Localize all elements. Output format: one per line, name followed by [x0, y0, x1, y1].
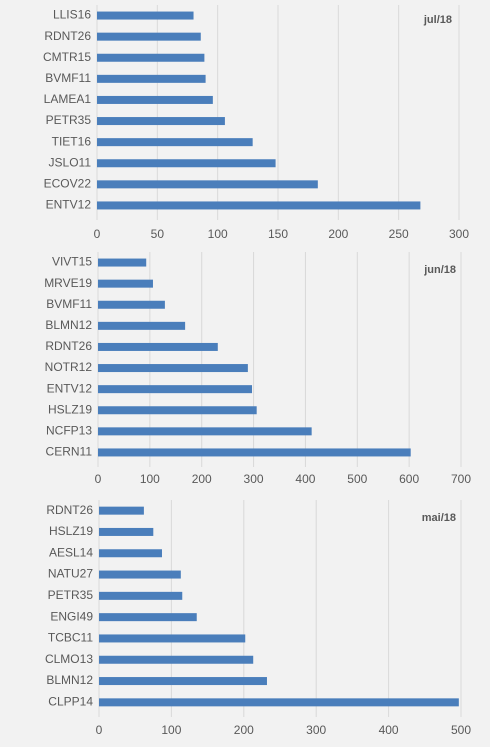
bar: [99, 655, 254, 664]
bar: [99, 698, 459, 707]
y-tick-label: BLMN12: [45, 318, 92, 332]
y-tick-label: NCFP13: [46, 424, 92, 438]
bar: [97, 53, 205, 62]
bar: [99, 591, 183, 600]
x-tick-label: 200: [328, 227, 348, 241]
bar: [99, 634, 246, 643]
y-tick-label: ENGI49: [50, 609, 93, 623]
bar: [99, 506, 144, 515]
bar: [98, 258, 147, 267]
x-tick-label: 100: [161, 723, 181, 737]
x-tick-label: 600: [399, 472, 419, 486]
y-tick-label: RDNT26: [45, 339, 92, 353]
bar: [98, 321, 186, 330]
bar: [97, 201, 421, 210]
chart-title: jun/18: [423, 264, 456, 276]
y-tick-label: PETR35: [48, 588, 94, 602]
x-tick-label: 0: [95, 472, 102, 486]
bar: [98, 406, 257, 415]
x-tick-label: 0: [94, 227, 101, 241]
x-tick-label: 200: [192, 472, 212, 486]
x-tick-label: 150: [268, 227, 288, 241]
x-tick-label: 100: [208, 227, 228, 241]
y-tick-label: VIVT15: [52, 255, 92, 269]
y-tick-label: BVMF11: [45, 71, 91, 85]
bar: [97, 32, 201, 41]
y-tick-label: HSLZ19: [48, 402, 92, 416]
x-tick-label: 500: [347, 472, 367, 486]
y-tick-label: LAMEA1: [44, 92, 92, 106]
y-tick-label: NOTR12: [45, 360, 93, 374]
y-tick-label: CLMO13: [45, 652, 93, 666]
bar: [99, 613, 197, 622]
bar: [97, 11, 194, 20]
y-tick-label: ENTV12: [46, 198, 92, 212]
bar: [97, 95, 213, 104]
y-tick-label: LLIS16: [53, 8, 91, 22]
y-tick-label: PETR35: [46, 113, 92, 127]
y-tick-label: MRVE19: [44, 276, 92, 290]
y-tick-label: NATU27: [48, 567, 93, 581]
bar: [98, 342, 218, 351]
y-tick-label: CLPP14: [48, 695, 93, 709]
y-tick-label: HSLZ19: [49, 524, 93, 538]
bar: [98, 300, 165, 309]
y-tick-label: TIET16: [52, 134, 92, 148]
x-tick-label: 700: [451, 472, 471, 486]
y-tick-label: CERN11: [46, 445, 93, 459]
y-tick-label: AESL14: [49, 545, 93, 559]
x-tick-label: 300: [449, 227, 469, 241]
x-tick-label: 400: [295, 472, 315, 486]
bar: [98, 427, 312, 436]
x-tick-label: 500: [451, 723, 471, 737]
x-tick-label: 100: [140, 472, 160, 486]
bar: [97, 138, 253, 147]
y-tick-label: ENTV12: [47, 381, 93, 395]
bar: [99, 549, 162, 558]
y-tick-label: TCBC11: [48, 631, 93, 645]
chart-title: jul/18: [423, 14, 452, 26]
x-tick-label: 250: [389, 227, 409, 241]
x-tick-label: 200: [234, 723, 254, 737]
y-tick-label: JSLO11: [49, 155, 92, 169]
chart-title: mai/18: [422, 512, 456, 524]
bar: [97, 74, 206, 83]
bar: [97, 159, 276, 168]
bar: [98, 364, 248, 373]
bar: [97, 180, 318, 189]
bar: [99, 570, 181, 579]
y-tick-label: RDNT26: [46, 503, 93, 517]
bar: [99, 677, 267, 686]
y-tick-label: BVMF11: [46, 297, 92, 311]
x-tick-label: 300: [244, 472, 264, 486]
y-tick-label: ECOV22: [44, 177, 92, 191]
y-tick-label: RDNT26: [44, 29, 91, 43]
bar: [98, 385, 253, 394]
x-tick-label: 300: [306, 723, 326, 737]
y-tick-label: BLMN12: [46, 673, 93, 687]
bar: [98, 448, 411, 457]
x-tick-label: 0: [96, 723, 103, 737]
bar: [98, 279, 153, 288]
bar: [97, 117, 225, 126]
x-tick-label: 50: [151, 227, 165, 241]
x-tick-label: 400: [379, 723, 399, 737]
y-tick-label: CMTR15: [43, 50, 91, 64]
bar: [99, 527, 154, 536]
